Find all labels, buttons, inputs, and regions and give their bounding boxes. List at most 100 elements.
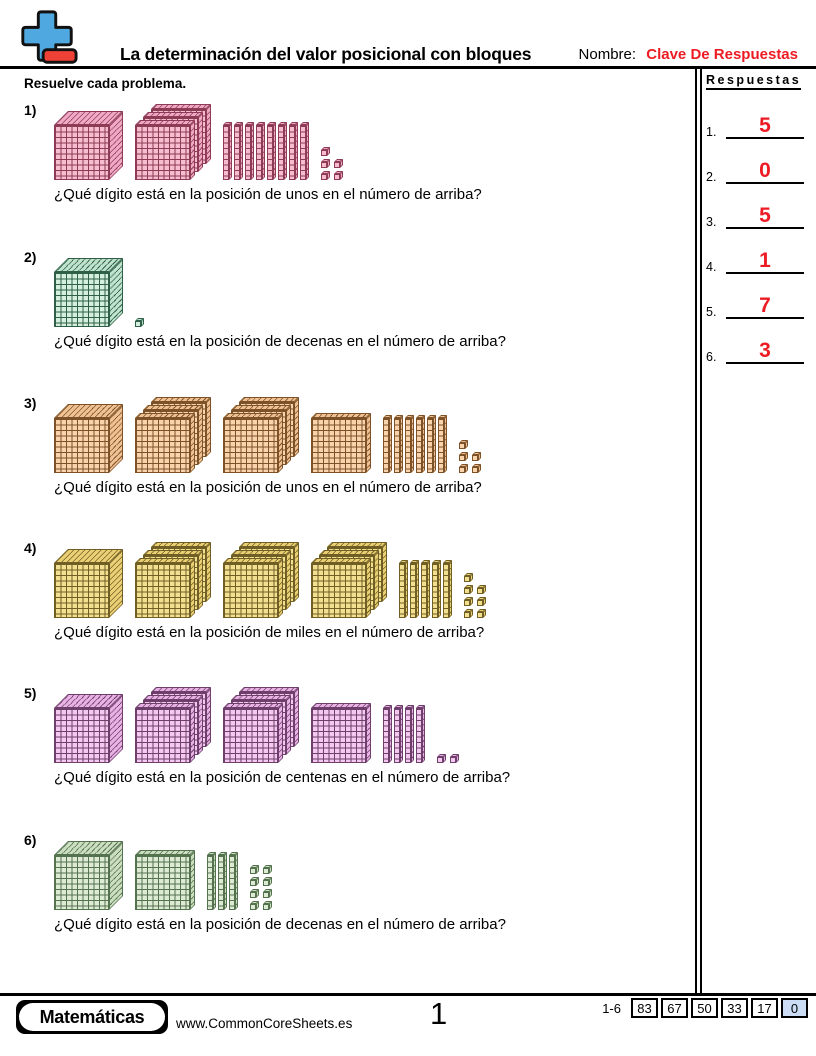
flat-side-face <box>206 542 211 602</box>
ten-rod-block <box>267 122 276 180</box>
rod-side-face <box>235 852 238 910</box>
cube-side-face <box>109 549 123 618</box>
ten-rod-block <box>410 560 419 618</box>
base-ten-blocks <box>54 247 686 327</box>
flat-side-face <box>286 695 291 755</box>
unit-front-face <box>250 868 256 874</box>
flat-side-face <box>190 703 195 763</box>
unit-side-face <box>269 877 272 886</box>
flat-side-face <box>206 397 211 457</box>
rod-side-face <box>273 122 276 180</box>
unit-front-face <box>472 455 478 461</box>
unit-side-face <box>456 754 459 763</box>
ten-rods-group <box>207 852 238 910</box>
score-cell: 67 <box>661 998 688 1018</box>
ten-rod-block <box>300 122 309 180</box>
base-ten-blocks <box>54 683 686 763</box>
rod-side-face <box>427 560 430 618</box>
one-units-row <box>321 171 343 180</box>
one-units-row <box>250 865 272 874</box>
one-unit-block <box>464 585 473 594</box>
cube-side-face <box>109 694 123 763</box>
answer-value: 3 <box>759 339 771 362</box>
one-unit-block <box>459 440 468 449</box>
answer-item: 6. 3 <box>706 338 811 364</box>
one-unit-block <box>250 865 259 874</box>
flat-side-face <box>294 687 299 747</box>
rod-side-face <box>405 560 408 618</box>
answers-title: Respuestas <box>706 73 802 90</box>
rod-front-face <box>300 125 306 180</box>
one-units-group <box>250 830 272 910</box>
problem-number: 3) <box>24 395 37 411</box>
answer-value: 5 <box>759 204 771 227</box>
unit-front-face <box>464 612 470 618</box>
rod-side-face <box>389 705 392 763</box>
rod-side-face <box>422 705 425 763</box>
flat-side-face <box>366 703 371 763</box>
one-unit-block <box>334 171 343 180</box>
instruction-text: Resuelve cada problema. <box>24 76 187 91</box>
unit-front-face <box>437 757 443 763</box>
rod-front-face <box>256 125 262 180</box>
rod-front-face <box>432 563 438 618</box>
hundred-flat-block <box>223 413 283 473</box>
rod-front-face <box>421 563 427 618</box>
flat-side-face <box>366 558 371 618</box>
one-unit-block <box>135 318 144 327</box>
hundred-flat-block <box>135 558 195 618</box>
ten-rod-block <box>399 560 408 618</box>
hundred-flat-block <box>135 413 195 473</box>
answer-item: 3. 5 <box>706 203 811 229</box>
unit-front-face <box>263 904 269 910</box>
unit-front-face <box>472 467 478 473</box>
answer-line: 1 <box>726 250 804 274</box>
rod-side-face <box>213 852 216 910</box>
answer-number: 2. <box>706 170 717 184</box>
unit-side-face <box>470 597 473 606</box>
unit-side-face <box>269 889 272 898</box>
hundred-flat-block <box>135 850 195 910</box>
problem-number: 2) <box>24 249 37 265</box>
answer-item: 1. 5 <box>706 113 811 139</box>
unit-side-face <box>269 865 272 874</box>
rod-front-face <box>427 418 433 473</box>
unit-front-face <box>334 174 340 180</box>
unit-side-face <box>327 159 330 168</box>
problem: 5) ¿Qué dígito está en la posición de cen… <box>24 683 686 786</box>
rod-front-face <box>399 563 405 618</box>
rod-side-face <box>295 122 298 180</box>
unit-front-face <box>450 757 456 763</box>
answer-number: 1. <box>706 125 717 139</box>
answer-value: 7 <box>759 294 771 317</box>
unit-front-face <box>321 162 327 168</box>
score-cell: 17 <box>751 998 778 1018</box>
ten-rod-block <box>394 705 403 763</box>
unit-front-face <box>250 892 256 898</box>
one-unit-block <box>263 889 272 898</box>
flat-front-face <box>223 708 278 763</box>
one-unit-block <box>464 609 473 618</box>
brand-badge-inner: Matemáticas <box>19 1003 165 1031</box>
answer-number: 3. <box>706 215 717 229</box>
unit-side-face <box>483 597 486 606</box>
rod-side-face <box>400 415 403 473</box>
ten-rod-block <box>438 415 447 473</box>
thousand-cube-block <box>54 404 123 473</box>
header-rule <box>0 66 816 69</box>
flat-side-face <box>286 405 291 465</box>
answer-value: 5 <box>759 114 771 137</box>
one-unit-block <box>263 877 272 886</box>
rod-front-face <box>443 563 449 618</box>
page-title: La determinación del valor posicional co… <box>120 44 532 64</box>
rod-side-face <box>444 415 447 473</box>
name-label: Nombre: <box>578 46 637 63</box>
rod-front-face <box>289 125 295 180</box>
one-units-row <box>437 754 459 763</box>
problem: 2) ¿Qué dígito está en la posición de dec… <box>24 247 686 350</box>
answer-line: 0 <box>726 160 804 184</box>
rod-side-face <box>251 122 254 180</box>
one-units-row <box>250 889 272 898</box>
rod-front-face <box>438 418 444 473</box>
problem-number: 4) <box>24 540 37 556</box>
